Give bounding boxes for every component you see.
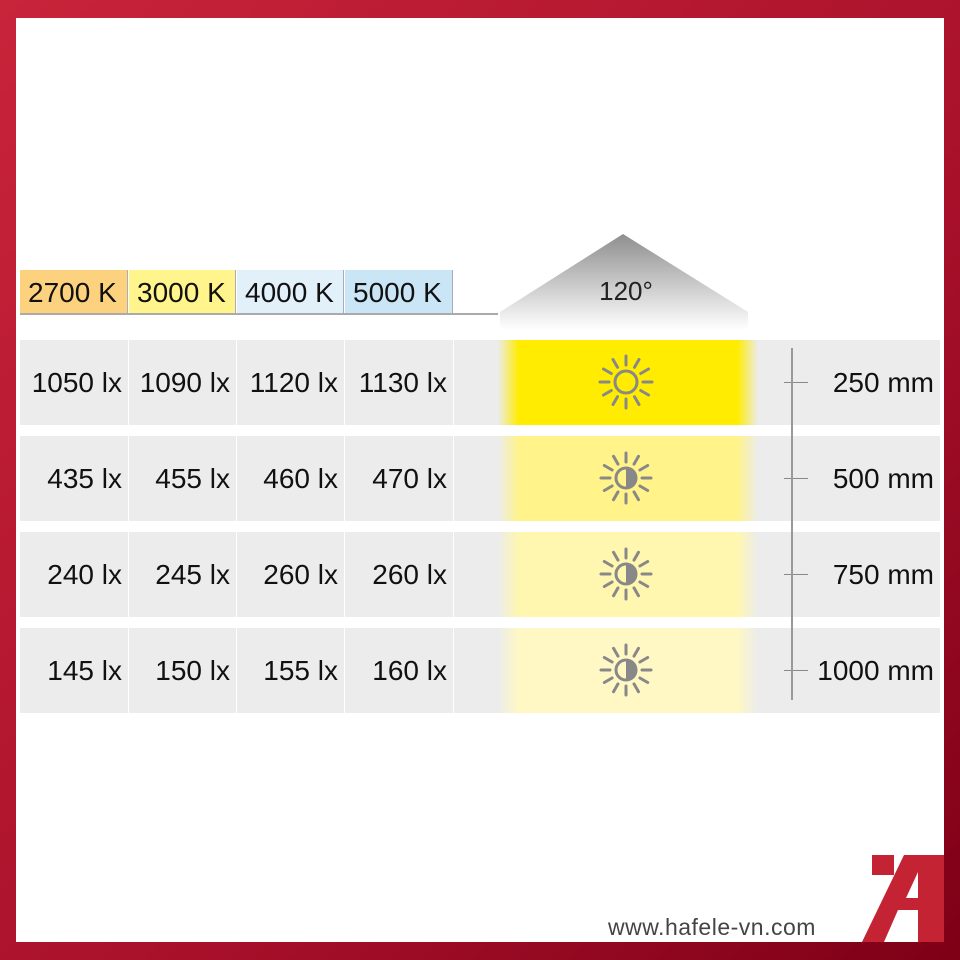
lux-value: 1090 lx	[139, 367, 230, 398]
divider	[128, 628, 129, 713]
divider	[236, 340, 237, 425]
divider	[344, 628, 345, 713]
divider	[453, 532, 454, 617]
divider	[236, 532, 237, 617]
divider	[236, 628, 237, 713]
distance-label: 250 mm	[832, 367, 934, 398]
divider	[344, 340, 345, 425]
table-row: 145 lx 150 lx 155 lx 160 lx 1000 mm	[20, 628, 940, 713]
divider	[344, 436, 345, 521]
light-beam	[498, 340, 758, 425]
website-text: www.hafele-vn.com	[608, 914, 816, 940]
table-row: 1050 lx 1090 lx 1120 lx 1130 lx 250 mm	[20, 340, 940, 425]
lux-value: 435 lx	[47, 463, 122, 494]
lux-value: 1120 lx	[249, 367, 338, 398]
table-row: 435 lx 455 lx 460 lx 470 lx 500 mm	[20, 436, 940, 521]
color-temp-2700k: 2700 K	[20, 270, 128, 314]
half-sun-icon	[598, 546, 654, 602]
lux-value: 245 lx	[155, 559, 230, 590]
divider	[236, 436, 237, 521]
distance-label: 500 mm	[832, 463, 934, 494]
half-sun-icon	[598, 642, 654, 698]
lux-value: 155 lx	[263, 655, 338, 686]
distance-label: 750 mm	[832, 559, 934, 590]
lux-value: 470 lx	[372, 463, 447, 494]
table-row: 240 lx 245 lx 260 lx 260 lx 750 mm	[20, 532, 940, 617]
lux-value: 160 lx	[372, 655, 447, 686]
lux-value: 240 lx	[47, 559, 122, 590]
hafele-logo	[862, 855, 944, 942]
divider	[453, 436, 454, 521]
divider	[453, 628, 454, 713]
distance-tick	[784, 382, 808, 383]
beam-angle-label: 120°	[599, 276, 653, 306]
color-temp-5000k: 5000 K	[345, 270, 453, 314]
divider	[128, 532, 129, 617]
lux-value: 460 lx	[263, 463, 338, 494]
distance-tick	[784, 670, 808, 671]
header-rule	[20, 313, 498, 315]
divider	[344, 532, 345, 617]
lux-value: 150 lx	[155, 655, 230, 686]
distance-tick	[784, 574, 808, 575]
divider	[128, 436, 129, 521]
lux-value: 1130 lx	[358, 367, 447, 398]
distance-axis	[791, 348, 793, 700]
color-temp-3000k: 3000 K	[129, 270, 236, 314]
sun-icon	[598, 354, 654, 410]
lux-value: 145 lx	[47, 655, 122, 686]
lux-value: 260 lx	[372, 559, 447, 590]
distance-tick	[784, 478, 808, 479]
half-sun-icon	[598, 450, 654, 506]
divider	[128, 340, 129, 425]
lux-value: 260 lx	[263, 559, 338, 590]
lux-value: 1050 lx	[31, 367, 122, 398]
beam-triangle	[500, 234, 748, 330]
lux-value: 455 lx	[155, 463, 230, 494]
color-temp-4000k: 4000 K	[237, 270, 344, 314]
lux-table-graphic: 2700 K 3000 K 4000 K 5000 K 120° 1050 lx 109…	[16, 18, 944, 942]
distance-label: 1000 mm	[817, 655, 934, 686]
divider	[453, 340, 454, 425]
